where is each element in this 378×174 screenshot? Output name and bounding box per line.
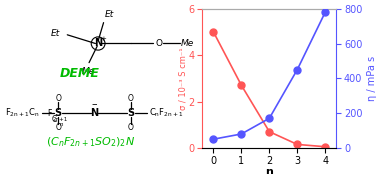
- Text: Me: Me: [181, 39, 194, 48]
- Text: 2n+1: 2n+1: [53, 117, 68, 122]
- Text: C: C: [52, 115, 57, 124]
- Text: $\mathsf{F_{2n+1}C_n}$: $\mathsf{F_{2n+1}C_n}$: [5, 107, 40, 119]
- Text: O: O: [55, 123, 61, 132]
- Text: σ / 10⁻³ S cm⁻¹: σ / 10⁻³ S cm⁻¹: [179, 47, 188, 110]
- Text: $\mathsf{C_nF_{2n+1}}$: $\mathsf{C_nF_{2n+1}}$: [149, 107, 183, 119]
- Text: O: O: [128, 123, 134, 132]
- Text: F: F: [48, 109, 52, 118]
- Text: S: S: [127, 108, 134, 118]
- Text: S: S: [55, 108, 62, 118]
- Text: Et: Et: [51, 29, 60, 38]
- Text: Et: Et: [104, 10, 114, 19]
- Text: +: +: [100, 36, 106, 42]
- Text: O: O: [155, 39, 162, 48]
- Text: DEME: DEME: [60, 67, 100, 80]
- Text: n: n: [59, 122, 63, 127]
- Text: $\mathit{(C_nF_{2n+1}SO_2)_2N}$: $\mathit{(C_nF_{2n+1}SO_2)_2N}$: [46, 136, 135, 149]
- Text: O: O: [128, 94, 134, 103]
- Text: Me: Me: [82, 67, 95, 76]
- Y-axis label: η / mPa s: η / mPa s: [367, 56, 377, 101]
- Text: –: –: [92, 99, 97, 109]
- Text: N: N: [94, 38, 102, 49]
- X-axis label: n: n: [265, 167, 273, 174]
- Text: N: N: [90, 108, 99, 118]
- Text: O: O: [55, 94, 61, 103]
